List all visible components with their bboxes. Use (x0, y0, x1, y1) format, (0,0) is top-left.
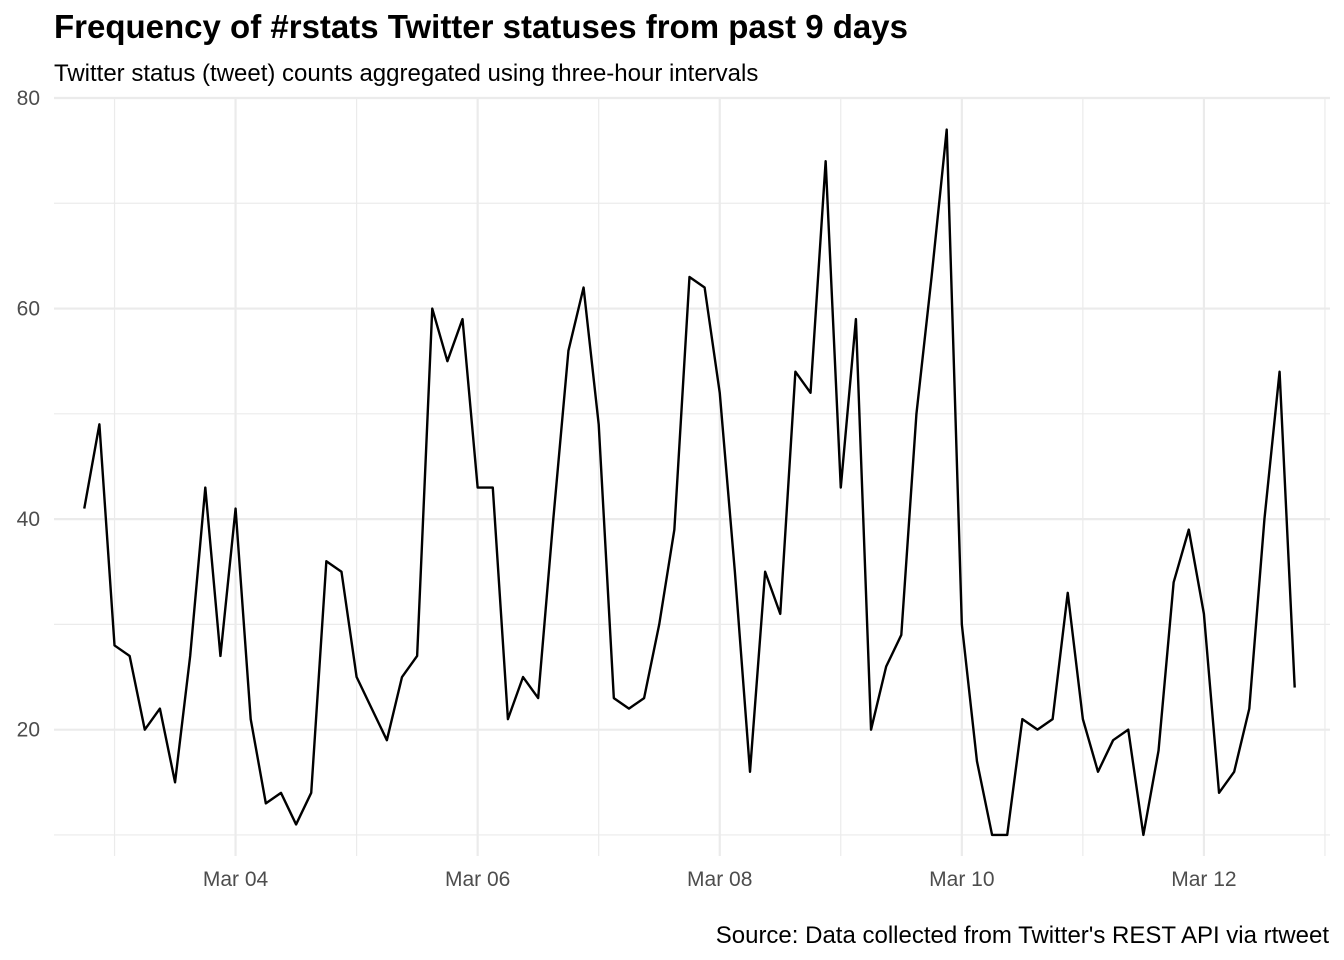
minor-gridlines (54, 98, 1330, 856)
x-tick-label: Mar 04 (203, 868, 269, 891)
chart-title: Frequency of #rstats Twitter statuses fr… (54, 8, 908, 45)
series-line (83, 128, 1296, 837)
y-tick-label: 80 (17, 87, 40, 110)
major-gridlines (54, 96, 1330, 856)
y-tick-label: 40 (17, 508, 40, 531)
chart-subtitle: Twitter status (tweet) counts aggregated… (54, 60, 759, 87)
x-tick-label: Mar 08 (687, 868, 752, 891)
x-tick-label: Mar 06 (445, 868, 510, 891)
x-axis-tick-labels: Mar 04 Mar 06 Mar 08 Mar 10 Mar 12 (203, 868, 1237, 891)
x-tick-label: Mar 12 (1171, 868, 1236, 891)
y-axis-tick-labels: 20 40 60 80 (17, 87, 40, 742)
y-tick-label: 60 (17, 298, 40, 321)
x-tick-label: Mar 10 (929, 868, 994, 891)
y-tick-label: 20 (17, 719, 40, 742)
chart-caption: Source: Data collected from Twitter's RE… (715, 922, 1329, 949)
